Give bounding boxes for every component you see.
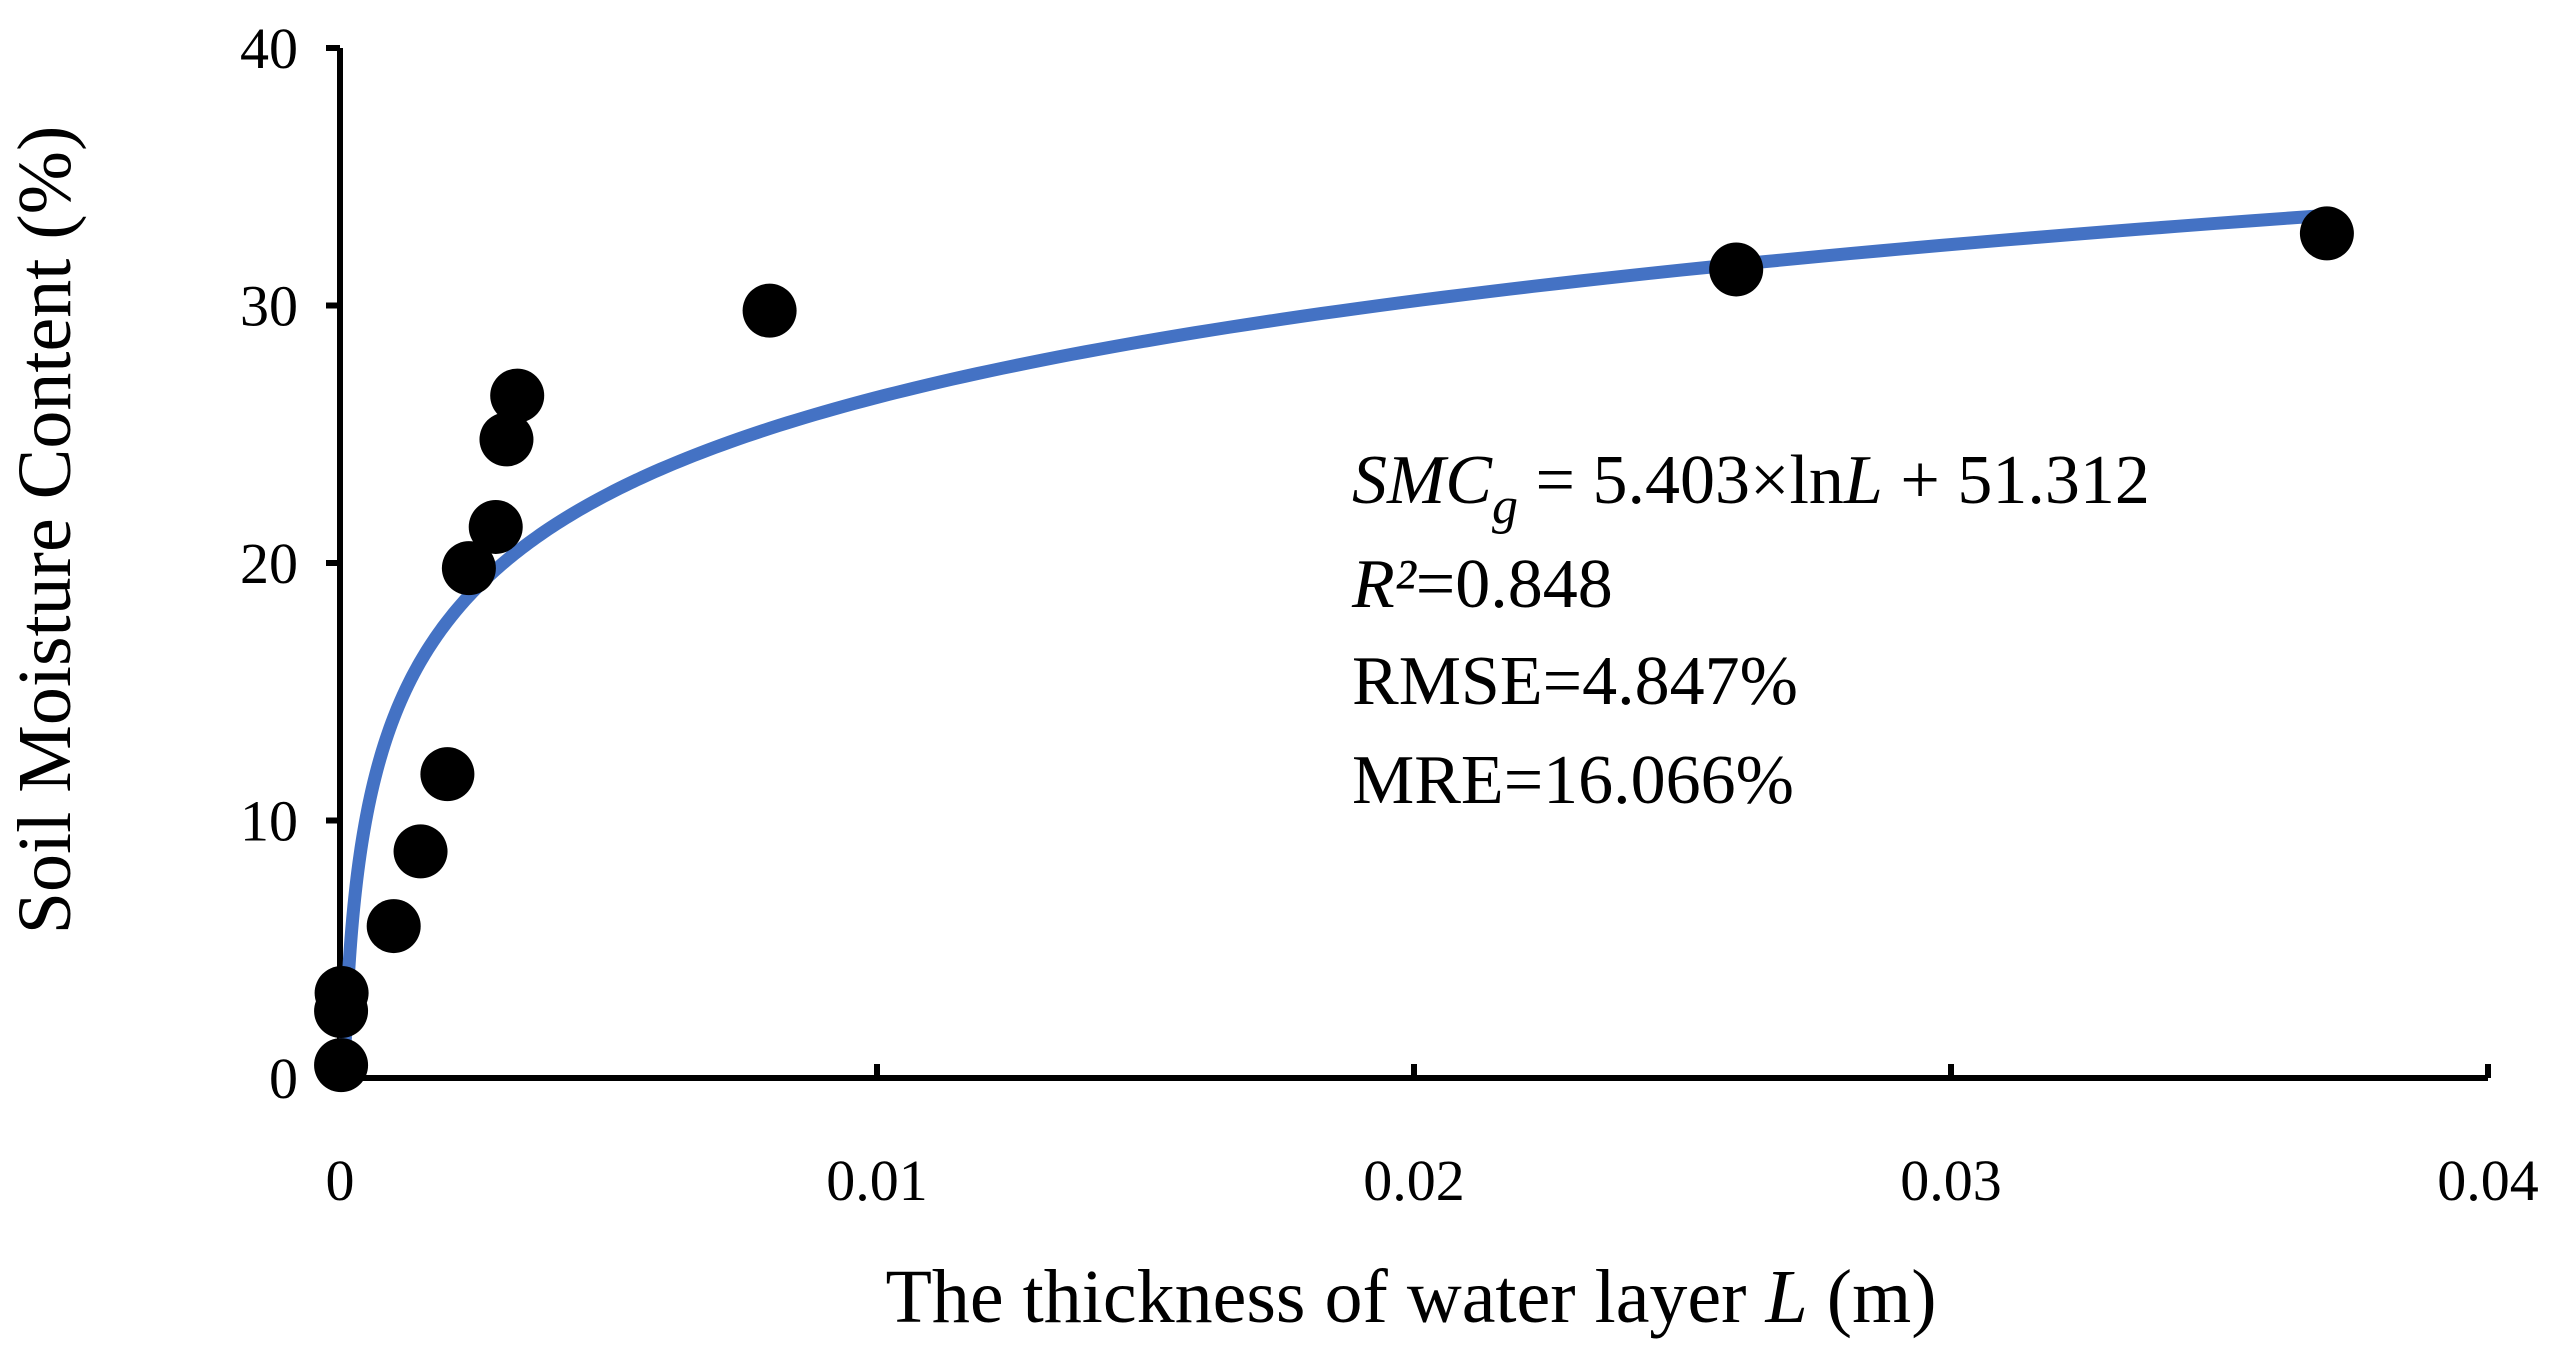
y-tick-label: 10 [240,789,298,854]
data-point [1709,242,1764,297]
x-tick-label: 0.02 [1363,1148,1465,1213]
y-tick-label: 30 [240,274,298,339]
data-point [441,541,496,596]
data-point [2299,206,2354,261]
data-point [314,966,369,1021]
y-axis-title: Soil Moisture Content (%) [3,126,87,935]
x-tick-label: 0.01 [826,1148,928,1213]
data-point [420,747,475,802]
x-tick-label: 0.04 [2437,1148,2539,1213]
r-squared-text: R²=0.848 [1351,546,1613,623]
tick-labels: 0 10 20 30 40 0 0.01 0.02 0.03 0.04 [240,16,2539,1213]
data-point [742,283,797,338]
data-point [393,824,448,879]
x-tick-label: 0 [326,1148,355,1213]
y-tick-label: 0 [269,1046,298,1111]
data-point [490,368,545,423]
data-point [468,499,523,554]
fit-curve [334,208,2334,1085]
x-tick-label: 0.03 [1900,1148,2002,1213]
data-point [314,1038,369,1093]
data-points [314,206,2354,1093]
fit-annotation: SMCg = 5.403×lnL + 51.312 R²=0.848 RMSE=… [1351,442,2150,819]
mre-text: MRE=16.066% [1352,742,1794,819]
y-tick-label: 40 [240,16,298,81]
data-point [366,899,421,954]
x-axis-title: The thickness of water layer L (m) [886,1255,1937,1339]
y-tick-label: 20 [240,531,298,596]
equation-text: SMCg = 5.403×lnL + 51.312 [1352,442,2150,535]
data-point [479,412,534,467]
rmse-text: RMSE=4.847% [1352,643,1798,720]
